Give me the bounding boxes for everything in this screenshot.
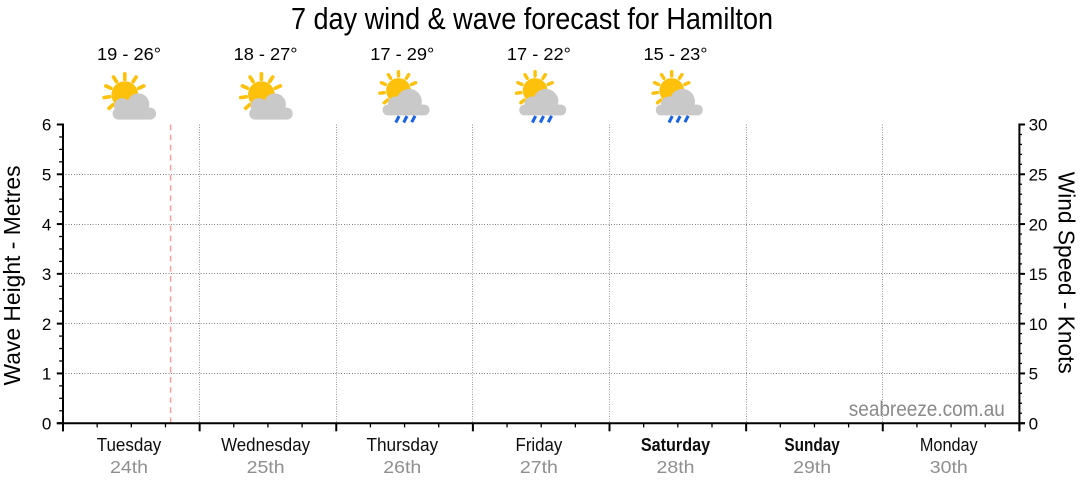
svg-text:25th: 25th: [247, 457, 285, 477]
svg-text:Thursday: Thursday: [366, 434, 438, 455]
svg-text:5: 5: [1029, 365, 1038, 384]
svg-text:30: 30: [1029, 116, 1048, 135]
svg-text:19 - 26°: 19 - 26°: [97, 44, 161, 64]
svg-text:1: 1: [42, 365, 51, 384]
svg-text:26th: 26th: [383, 457, 421, 477]
svg-text:5: 5: [42, 166, 51, 185]
svg-text:Saturday: Saturday: [641, 434, 711, 455]
svg-text:7 day wind & wave forecast for: 7 day wind & wave forecast for Hamilton: [291, 2, 773, 36]
svg-text:3: 3: [42, 265, 51, 284]
svg-text:0: 0: [42, 414, 51, 433]
svg-text:15: 15: [1029, 265, 1048, 284]
svg-text:28th: 28th: [657, 457, 695, 477]
svg-text:Wind Speed - Knots: Wind Speed - Knots: [1054, 172, 1080, 374]
svg-text:Wednesday: Wednesday: [221, 434, 311, 455]
svg-text:4: 4: [42, 215, 51, 234]
svg-text:25: 25: [1029, 166, 1048, 185]
svg-text:15 - 23°: 15 - 23°: [644, 44, 708, 64]
svg-text:17 - 29°: 17 - 29°: [370, 44, 434, 64]
svg-text:2: 2: [42, 315, 51, 334]
svg-text:30th: 30th: [930, 457, 968, 477]
svg-text:6: 6: [42, 116, 51, 135]
svg-text:Friday: Friday: [516, 434, 563, 455]
svg-text:0: 0: [1029, 414, 1038, 433]
svg-text:24th: 24th: [110, 457, 148, 477]
svg-text:Monday: Monday: [920, 434, 979, 455]
svg-text:Sunday: Sunday: [784, 434, 840, 455]
svg-text:18 - 27°: 18 - 27°: [234, 44, 298, 64]
svg-text:10: 10: [1029, 315, 1048, 334]
svg-text:Tuesday: Tuesday: [97, 434, 162, 455]
svg-text:27th: 27th: [520, 457, 558, 477]
svg-text:20: 20: [1029, 215, 1048, 234]
svg-text:Wave Height - Metres: Wave Height - Metres: [0, 166, 25, 386]
svg-text:29th: 29th: [793, 457, 831, 477]
svg-text:17 - 22°: 17 - 22°: [507, 44, 571, 64]
svg-text:seabreeze.com.au: seabreeze.com.au: [849, 398, 1005, 421]
